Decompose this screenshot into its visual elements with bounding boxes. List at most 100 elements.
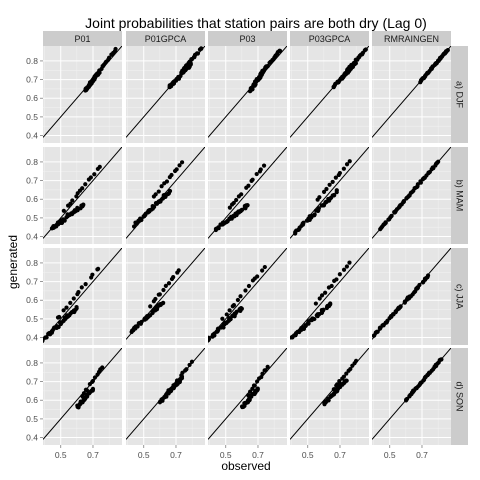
data-point	[169, 172, 174, 178]
data-point	[246, 393, 251, 398]
data-point	[265, 364, 270, 369]
data-point	[245, 203, 250, 208]
panel-contents	[43, 147, 122, 239]
data-point	[250, 177, 255, 182]
data-point	[347, 260, 352, 265]
data-point	[344, 378, 349, 383]
data-point	[177, 163, 182, 168]
data-point	[398, 304, 403, 309]
data-point	[410, 292, 415, 297]
panel-contents	[372, 248, 451, 340]
x-axis-title: observed	[221, 459, 270, 473]
chart-title: Joint probabilities that station pairs a…	[85, 15, 427, 31]
panel-grid: P01 P01GPCA P03 P03GPCA RMRAINGEN a) DJF b) MA…	[26, 31, 468, 460]
panel: 0.4 0.5 0.6 0.7 0.8 0.5 0.7	[26, 348, 122, 460]
data-point	[407, 294, 412, 299]
data-point	[79, 285, 84, 290]
column-strip-label: P03	[239, 34, 255, 44]
y-tick-label: 0.8	[26, 358, 38, 368]
column-strip	[208, 31, 287, 46]
data-point	[331, 193, 337, 198]
data-point	[100, 365, 105, 370]
data-point	[179, 160, 185, 165]
data-point	[404, 396, 410, 402]
data-point	[216, 225, 221, 231]
data-point	[252, 383, 257, 388]
y-tick-label: 0.4	[26, 333, 38, 343]
data-point	[327, 182, 332, 187]
data-point	[106, 55, 112, 60]
data-point	[300, 222, 305, 227]
data-point	[445, 48, 450, 53]
row-strip-label: a) DJF	[455, 81, 465, 109]
data-point	[319, 293, 325, 298]
data-point	[394, 207, 400, 212]
data-point	[347, 159, 352, 164]
data-point	[337, 170, 342, 176]
panel	[126, 248, 205, 345]
data-point	[61, 208, 66, 213]
data-point	[385, 318, 390, 323]
data-point	[372, 333, 376, 338]
data-point	[68, 201, 73, 206]
data-point	[337, 379, 342, 384]
panel	[372, 46, 451, 143]
y-tick-label: 0.5	[26, 314, 38, 324]
data-point	[138, 217, 144, 222]
data-point	[153, 296, 158, 302]
data-point	[62, 218, 67, 223]
data-point	[157, 292, 162, 297]
data-point	[164, 179, 170, 184]
x-tick-label: 0.5	[302, 450, 314, 460]
data-point	[344, 371, 349, 376]
y-tick-label: 0.8	[26, 258, 38, 268]
data-point	[334, 277, 339, 282]
data-point	[96, 266, 101, 271]
data-point	[231, 303, 237, 308]
data-point	[73, 307, 78, 312]
data-point	[228, 317, 233, 322]
data-point	[76, 289, 81, 295]
data-point	[261, 163, 267, 168]
data-point	[71, 296, 76, 301]
y-tick-label: 0.4	[26, 433, 38, 443]
row-strip-label: b) MAM	[455, 180, 465, 212]
identity-line	[290, 248, 369, 340]
data-point	[189, 359, 195, 364]
data-point	[81, 391, 87, 396]
data-point	[171, 383, 176, 388]
data-point	[113, 46, 118, 52]
row-strip-label: c) JJA	[455, 284, 465, 309]
data-point	[160, 301, 166, 306]
data-point	[401, 199, 406, 204]
panel-contents	[126, 248, 205, 340]
data-point	[246, 283, 252, 289]
row-strip	[451, 248, 468, 345]
data-point	[337, 272, 342, 277]
panel-background	[126, 248, 205, 345]
data-point	[153, 192, 158, 197]
data-point	[323, 290, 328, 295]
data-point	[348, 366, 353, 372]
y-tick-label: 0.6	[26, 93, 38, 103]
data-point	[195, 51, 201, 56]
data-point	[402, 299, 408, 305]
data-point	[248, 389, 253, 394]
data-point	[293, 333, 298, 338]
y-tick-label: 0.5	[26, 213, 38, 223]
data-point	[176, 268, 181, 273]
data-point	[83, 282, 88, 287]
column-strip-label: P01GPCA	[145, 34, 187, 44]
data-point	[84, 388, 90, 393]
row-strip	[451, 46, 468, 143]
column-strip	[290, 31, 369, 46]
x-tick-label: 0.5	[55, 450, 67, 460]
row-strip-label: d) SON	[455, 381, 465, 411]
identity-line	[43, 248, 122, 340]
panel-contents	[126, 348, 205, 440]
panel	[290, 248, 369, 345]
data-point	[260, 371, 265, 376]
data-point	[316, 207, 321, 212]
data-point	[88, 175, 93, 180]
data-point	[238, 305, 244, 311]
